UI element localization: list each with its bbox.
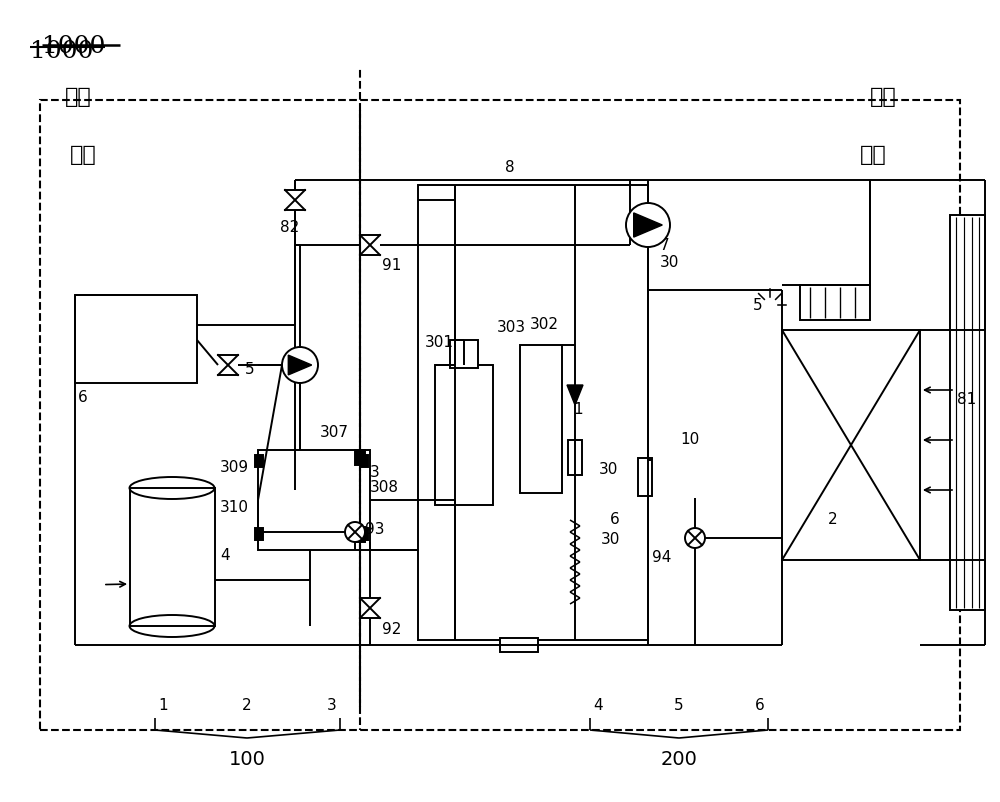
Text: 3: 3 [370,465,380,480]
Text: 8: 8 [505,160,515,175]
Circle shape [345,522,365,542]
Bar [782,330,920,560]
Text: 310: 310 [220,500,249,515]
Text: 10: 10 [680,432,699,448]
Text: 5: 5 [674,698,684,713]
Bar [500,638,538,652]
Text: 4: 4 [593,698,603,713]
Text: 301: 301 [425,335,454,350]
Bar [130,488,215,626]
Text: 5: 5 [245,363,255,378]
Text: 307: 307 [320,425,349,440]
Text: 93: 93 [365,522,384,537]
Bar [450,340,478,368]
Bar [418,185,648,640]
Text: 2: 2 [828,512,838,528]
Text: 30: 30 [599,462,618,477]
Text: 室外: 室外 [870,87,897,107]
Text: 82: 82 [280,220,299,235]
Bar [800,285,870,320]
Bar [258,450,370,550]
Bar [355,450,365,465]
Text: 6: 6 [610,512,620,528]
Text: 30: 30 [660,255,679,270]
Text: 1000: 1000 [42,35,105,58]
Text: 1: 1 [158,698,168,713]
Text: 309: 309 [220,460,249,475]
Text: 308: 308 [370,480,399,495]
Text: 4: 4 [220,548,230,562]
Text: 91: 91 [382,258,401,273]
Text: 6: 6 [78,390,88,405]
Bar [75,295,197,383]
Bar [568,440,582,475]
Text: 3: 3 [327,698,337,713]
Text: 303: 303 [497,320,526,335]
Text: 1000: 1000 [30,40,93,63]
Circle shape [685,528,705,548]
Text: 100: 100 [229,750,265,769]
Text: 2: 2 [242,698,252,713]
Bar [255,455,263,467]
Text: 7: 7 [660,238,670,253]
Text: 1: 1 [573,403,583,418]
Text: 室内: 室内 [70,145,97,165]
Bar [360,455,368,467]
Text: 30: 30 [601,533,620,548]
Bar [355,527,365,542]
Bar [435,365,493,505]
Bar [360,528,368,540]
Bar [520,345,562,493]
Bar [255,528,263,540]
Polygon shape [567,385,583,405]
Bar [950,215,985,610]
Text: 302: 302 [530,317,559,332]
Text: 5: 5 [752,298,762,313]
Text: 81: 81 [957,392,976,407]
Text: 92: 92 [382,622,401,637]
Polygon shape [634,213,662,237]
Circle shape [282,347,318,383]
Polygon shape [288,355,312,375]
Text: 6: 6 [755,698,765,713]
Bar [638,458,652,496]
Circle shape [626,203,670,247]
Text: 94: 94 [652,550,671,565]
Text: 室外: 室外 [860,145,887,165]
Text: 室内: 室内 [65,87,92,107]
Text: 200: 200 [661,750,697,769]
Bar [40,100,960,730]
